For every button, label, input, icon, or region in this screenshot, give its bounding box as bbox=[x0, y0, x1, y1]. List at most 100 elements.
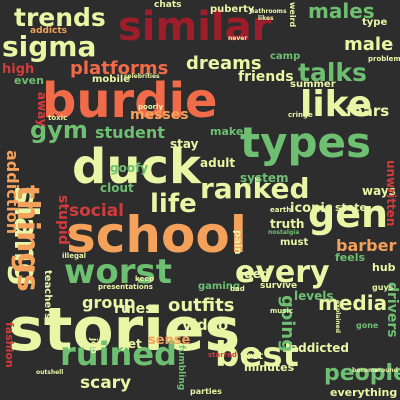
word-similar: similar bbox=[118, 4, 272, 50]
word-outfits: outfits bbox=[168, 295, 235, 316]
word-gone: gone bbox=[356, 321, 379, 330]
word-clout: clout bbox=[100, 181, 134, 195]
word-job: job bbox=[88, 338, 98, 354]
word-teachers: teachers bbox=[42, 270, 53, 320]
word-chats: chats bbox=[154, 0, 182, 10]
word-fumbling: fumbling bbox=[176, 345, 186, 391]
word-things: things bbox=[10, 185, 45, 292]
word-presentations: presentations bbox=[98, 283, 153, 291]
word-ruined: ruined bbox=[60, 335, 177, 373]
word-starred: starred bbox=[208, 351, 237, 359]
word-male: male bbox=[344, 34, 394, 55]
word-away: away bbox=[35, 92, 49, 127]
word-stories: stories bbox=[8, 295, 241, 365]
word-outshell: outshell bbox=[36, 369, 64, 376]
word-around: around bbox=[374, 367, 398, 374]
word-state: state bbox=[335, 201, 367, 214]
word-worst: worst bbox=[64, 252, 173, 292]
word-media: media bbox=[318, 291, 388, 315]
word-burdie: burdie bbox=[42, 73, 218, 129]
word-messes: messes bbox=[130, 107, 189, 123]
word-addiction: addiction bbox=[3, 150, 22, 235]
word-yet: yet bbox=[120, 337, 142, 351]
word-high: high bbox=[2, 62, 35, 77]
word-gaming: gaming bbox=[198, 281, 241, 292]
word-stupid: stupid bbox=[55, 195, 71, 245]
word-survive: survive bbox=[260, 281, 298, 291]
word-life: life bbox=[150, 189, 197, 219]
word-social: social bbox=[69, 201, 125, 221]
word-dreams: dreams bbox=[186, 53, 262, 74]
word-music: music bbox=[270, 307, 293, 315]
word-ranked: ranked bbox=[200, 172, 310, 205]
word-parties: parties bbox=[190, 387, 222, 396]
word-addicted: addicted bbox=[290, 341, 349, 355]
word-every: every bbox=[235, 255, 330, 290]
word-pain: pain bbox=[232, 230, 243, 255]
word-scary: scary bbox=[80, 373, 132, 393]
word-addicts: addicts bbox=[30, 26, 68, 36]
word-iconic: iconic bbox=[290, 201, 333, 216]
word-bad: bad bbox=[230, 285, 245, 293]
word-talks: talks bbox=[298, 58, 367, 87]
word-truth: truth bbox=[270, 217, 305, 231]
word-slang: slang bbox=[7, 186, 46, 287]
word-puberty: puberty bbox=[210, 4, 255, 15]
word-first: first bbox=[240, 351, 264, 362]
word-video: video bbox=[182, 316, 229, 334]
word-toxic: toxic bbox=[48, 114, 68, 122]
word-celebrities: celebrities bbox=[124, 73, 160, 80]
word-cringe: cringe bbox=[288, 111, 313, 119]
word-keep: keep bbox=[135, 275, 154, 283]
word-types: types bbox=[240, 118, 372, 167]
word-become: become bbox=[352, 367, 379, 374]
word-friends: friends bbox=[238, 69, 294, 85]
word-nostalgia: nostalgia bbox=[268, 229, 300, 236]
word-sigma: sigma bbox=[2, 30, 97, 63]
word-gym: gym bbox=[30, 116, 88, 144]
word-minutes: minutes bbox=[244, 361, 295, 374]
word-even: even bbox=[14, 74, 44, 87]
word-must: must bbox=[280, 237, 309, 248]
word-never: never bbox=[228, 35, 248, 42]
word-guys: guys bbox=[372, 283, 394, 292]
word-group: group bbox=[82, 293, 136, 312]
word-fears: fears bbox=[346, 102, 390, 120]
word-going: going bbox=[277, 295, 298, 353]
word-mobile: mobile bbox=[92, 74, 131, 85]
word-poorly: poorly bbox=[138, 103, 164, 111]
word-type: type bbox=[362, 17, 388, 28]
word-makes: makes bbox=[210, 125, 250, 138]
word-ways: ways bbox=[362, 184, 396, 198]
word-problem: problem bbox=[368, 55, 400, 63]
word-likes: likes bbox=[258, 15, 274, 22]
word-trends: trends bbox=[14, 3, 106, 32]
word-best: best bbox=[215, 335, 299, 375]
word-aged: aged bbox=[236, 267, 270, 281]
word-stay: stay bbox=[170, 137, 199, 151]
word-like: like bbox=[300, 84, 373, 125]
word-drivers: drivers bbox=[384, 282, 400, 338]
word-illegal: illegal bbox=[62, 252, 87, 260]
word-everything: everything bbox=[330, 386, 398, 399]
word-sense: sense bbox=[148, 333, 191, 348]
word-weird: weird bbox=[288, 2, 297, 28]
word-rules: rules bbox=[114, 301, 154, 317]
word-males: males bbox=[308, 0, 375, 23]
word-platforms: platforms bbox=[70, 58, 169, 79]
word-duck: duck bbox=[72, 139, 201, 195]
word-hub: hub bbox=[372, 261, 396, 274]
word-school: school bbox=[66, 206, 247, 264]
word-people: people bbox=[324, 361, 400, 386]
word-barber: barber bbox=[336, 236, 397, 255]
word-unwritten: unwritten bbox=[384, 160, 398, 227]
word-feels: feels bbox=[335, 251, 366, 264]
word-gen: gen bbox=[308, 192, 389, 236]
word-fashion: fashion bbox=[3, 322, 16, 368]
word-explained: explained bbox=[334, 300, 341, 334]
word-earth: earth bbox=[270, 206, 292, 214]
word-summer: summer bbox=[290, 79, 336, 90]
word-student: student bbox=[95, 123, 165, 142]
word-goofy: goofy bbox=[110, 161, 149, 175]
